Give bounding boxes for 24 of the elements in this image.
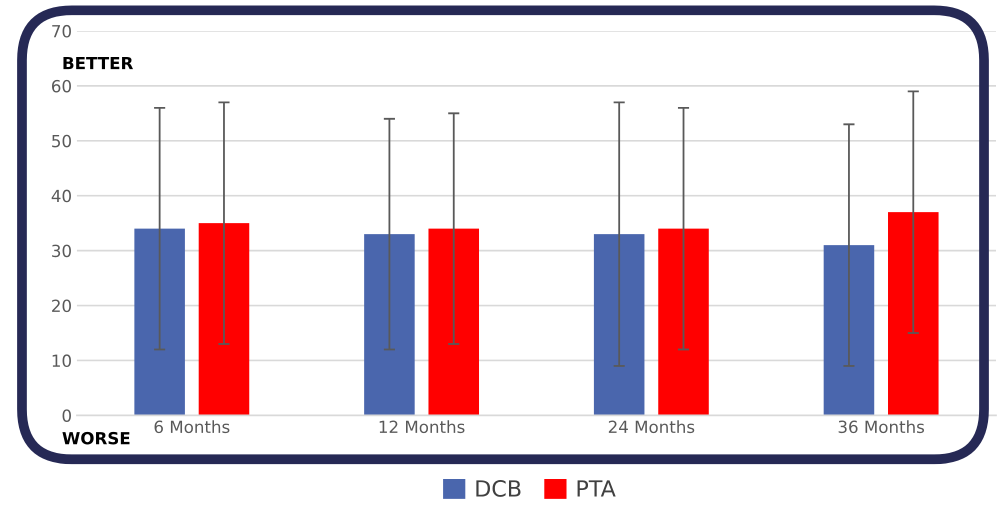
y-tick-label: 30 [52,244,71,258]
y-tick-label: 20 [52,300,71,312]
y-tick-label: 40 [52,190,71,202]
bar [824,245,874,416]
text: WORSE [62,432,130,444]
bar [198,223,250,416]
bar [428,228,480,416]
x-tick-label: 6 Months [154,420,230,434]
x-tick-label: 36 Months [838,420,924,434]
bar [658,228,709,416]
y-tick-label: 0 [62,409,71,422]
bar [888,212,939,416]
bar [364,234,415,416]
legend-label: DCB [476,480,520,497]
annotation: BETTER [63,56,134,70]
y-tick-label: 10 [52,354,71,368]
bar [134,228,185,416]
x-tick-label: 24 Months [608,420,694,434]
y-tick-label: 60 [52,80,71,92]
legend-label: PTA [578,480,616,497]
y-tick-label: 70 [52,24,71,38]
x-tick-label: 12 Months [380,420,464,434]
bar [594,234,644,416]
y-tick-label: 50 [52,134,71,148]
